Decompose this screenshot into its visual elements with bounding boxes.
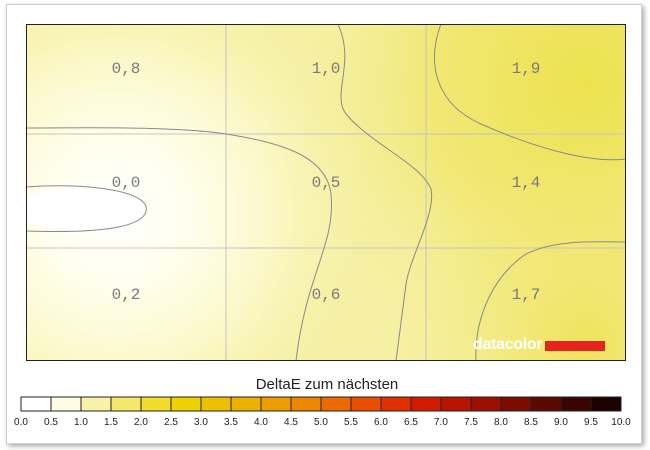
cell-value-r2c3: 1,4 [512,174,541,192]
colorbar-tick-label: 0.5 [44,417,58,428]
colorbar-swatch [201,397,232,411]
colorbar-tick-label: 1.5 [104,417,118,428]
cell-value-r3c2: 0,6 [312,286,341,304]
grid-lines [26,24,626,361]
colorbar-swatch [141,397,172,411]
colorbar-title: DeltaE zum nächsten [255,376,399,393]
colorbar-tick-label: 9.5 [584,417,598,428]
colorbar-swatch [321,397,352,411]
colorbar-tick-label: 4.0 [254,417,268,428]
colorbar-swatch [111,397,142,411]
colorbar-swatch [591,397,622,411]
cell-value-r1c2: 1,0 [312,60,341,78]
colorbar-swatch [51,397,82,411]
colorbar-tick-label: 7.5 [464,417,478,428]
colorbar-swatch [21,397,52,411]
colorbar-swatch [171,397,202,411]
contour-line-high-top [434,24,626,161]
colorbar: 0.0 0.5 1.0 1.5 2.0 2.5 3.0 3.5 4.0 4.5 5.0 5.5 6.0 6… [14,396,631,428]
colorbar-swatch [411,397,442,411]
contour-line-high-bottom [475,241,626,361]
contour-lines [26,24,626,361]
colorbar-swatch [261,397,292,411]
colorbar-tick-label: 2.5 [164,417,178,428]
heatmap: 0,8 1,0 1,9 0,0 0,5 1,4 0,2 0,6 1,7 [26,24,626,361]
contour-line-low [26,127,333,361]
colorbar-swatch [291,397,322,411]
colorbar-swatch [351,397,382,411]
contour-line-minimum [26,185,147,232]
colorbar-tick-label: 6.0 [374,417,388,428]
datacolor-logo-text: datacolor [473,336,543,353]
cell-value-r2c1: 0,0 [112,174,141,192]
cell-values: 0,8 1,0 1,9 0,0 0,5 1,4 0,2 0,6 1,7 [112,60,541,304]
colorbar-swatch [471,397,502,411]
heatmap-border [26,24,626,361]
colorbar-swatch [231,397,262,411]
colorbar-swatch [561,397,592,411]
heatmap-minimum-region [26,187,147,231]
datacolor-logo: datacolor [473,336,606,354]
chart-frame: 0,8 1,0 1,9 0,0 0,5 1,4 0,2 0,6 1,7 data… [6,4,642,444]
colorbar-swatch [501,397,532,411]
colorbar-tick-label: 6.5 [404,417,418,428]
colorbar-swatch [531,397,562,411]
colorbar-tick-label: 1.0 [74,417,88,428]
cell-value-r1c1: 0,8 [112,60,141,78]
colorbar-tick-label: 7.0 [434,417,448,428]
colorbar-tick-label: 4.5 [284,417,298,428]
colorbar-swatch [81,397,112,411]
contour-line-mid [337,24,433,361]
colorbar-tick-label: 5.5 [344,417,358,428]
colorbar-tick-label: 8.0 [494,417,508,428]
colorbar-tick-label: 3.5 [224,417,238,428]
colorbar-tick-label: 2.0 [134,417,148,428]
colorbar-tick-label: 9.0 [554,417,568,428]
cell-value-r3c3: 1,7 [512,286,541,304]
colorbar-tick-label: 0.0 [14,417,28,428]
cell-value-r2c2: 0,5 [312,174,341,192]
cell-value-r3c1: 0,2 [112,286,141,304]
colorbar-swatch [441,397,472,411]
colorbar-tick-label: 3.0 [194,417,208,428]
datacolor-logo-bar [545,341,606,351]
heatmap-low-region [26,24,626,361]
colorbar-tick-label: 8.5 [524,417,538,428]
cell-value-r1c3: 1,9 [512,60,541,78]
colorbar-tick-label: 5.0 [314,417,328,428]
colorbar-swatch [381,397,412,411]
colorbar-tick-label: 10.0 [611,417,631,428]
